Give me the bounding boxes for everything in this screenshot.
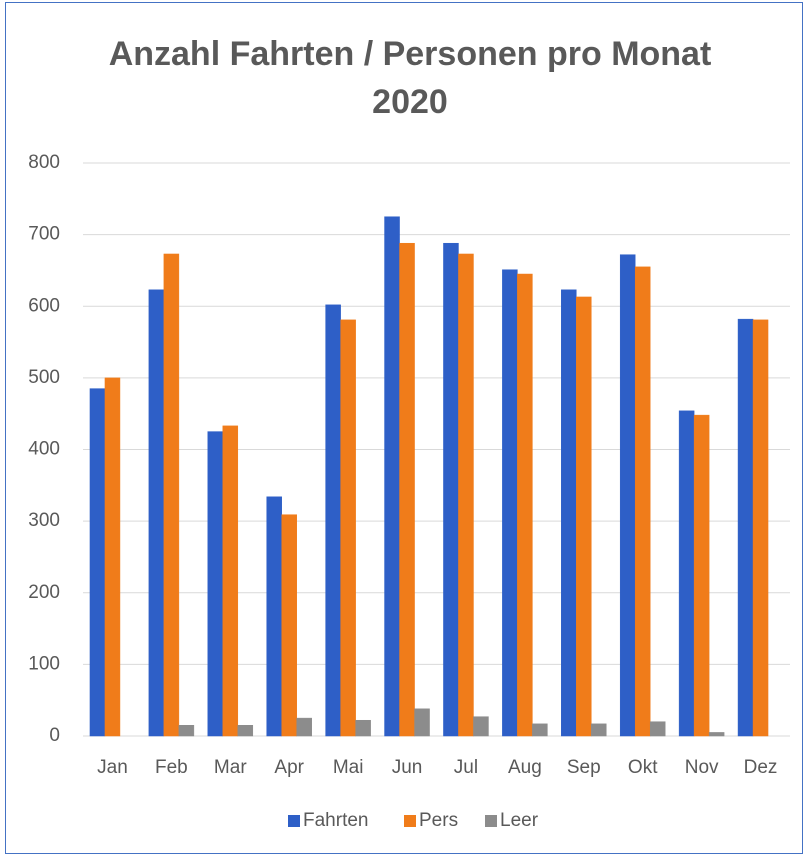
bar	[752, 319, 769, 737]
legend-swatch	[485, 815, 497, 827]
x-tick-label: Mar	[214, 757, 247, 778]
y-tick-label: 0	[49, 725, 60, 746]
bar	[634, 266, 651, 737]
bar	[266, 496, 282, 737]
bar	[296, 717, 312, 737]
bar	[473, 716, 489, 737]
bar	[678, 410, 695, 737]
legend-label: Pers	[419, 810, 458, 831]
x-tick-label: Aug	[508, 757, 542, 778]
bar	[163, 253, 180, 737]
bar	[591, 723, 607, 737]
y-tick-label: 600	[28, 295, 60, 316]
bar	[414, 708, 430, 737]
x-tick-label: Dez	[744, 757, 778, 778]
x-tick-label: Okt	[628, 757, 658, 778]
y-tick-label: 800	[28, 152, 60, 173]
bar	[693, 414, 710, 737]
bar	[281, 514, 297, 737]
bar	[384, 216, 400, 737]
bar	[355, 719, 371, 737]
bar	[502, 269, 518, 737]
bar	[89, 388, 106, 737]
bar	[178, 725, 195, 737]
bar	[708, 732, 725, 737]
x-tick-label: Jul	[454, 757, 478, 778]
x-tick-label: Feb	[155, 757, 188, 778]
legend-swatch	[288, 815, 300, 827]
y-tick-label: 300	[28, 510, 60, 531]
y-tick-label: 100	[28, 653, 60, 674]
x-tick-label: Nov	[685, 757, 719, 778]
bar	[237, 725, 254, 737]
y-tick-label: 200	[28, 582, 60, 603]
bar	[104, 377, 121, 737]
x-tick-label: Jan	[97, 757, 128, 778]
bar	[561, 289, 577, 737]
bar	[340, 319, 356, 737]
y-tick-label: 400	[28, 439, 60, 460]
bar	[737, 318, 754, 737]
legend-label: Leer	[500, 810, 539, 831]
y-tick-label: 700	[28, 224, 60, 245]
legend-label: Fahrten	[303, 810, 368, 831]
bar	[325, 304, 341, 737]
bar	[222, 425, 239, 737]
bar	[148, 289, 165, 737]
bar	[649, 721, 666, 737]
bar	[207, 431, 224, 737]
bar	[517, 273, 533, 737]
chart-title: Anzahl Fahrten / Personen pro Monat 2020	[108, 35, 712, 121]
bar	[458, 253, 474, 737]
x-tick-label: Apr	[274, 757, 304, 778]
bar	[619, 254, 636, 737]
x-tick-label: Jun	[392, 757, 423, 778]
x-tick-label: Mai	[333, 757, 364, 778]
bar	[576, 296, 592, 737]
bar	[399, 242, 415, 737]
legend-swatch	[404, 815, 416, 827]
bar	[532, 723, 548, 737]
y-tick-label: 500	[28, 367, 60, 388]
x-tick-label: Sep	[567, 757, 601, 778]
bar	[443, 242, 459, 737]
